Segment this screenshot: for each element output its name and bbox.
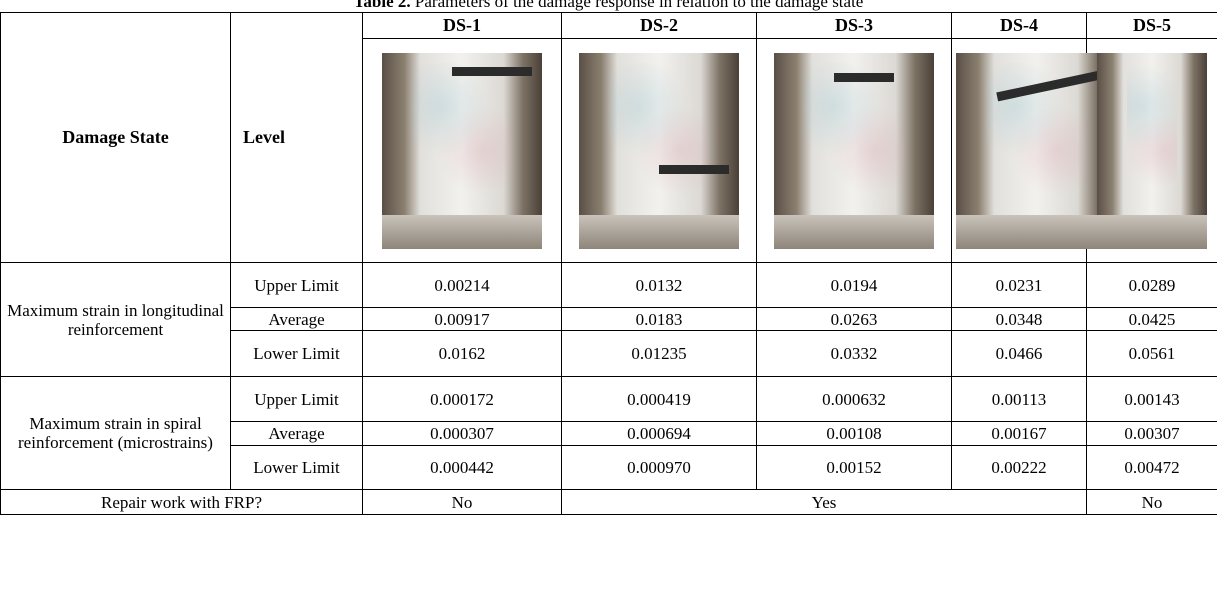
photo-cell (1086, 38, 1217, 263)
value-cell: 0.0289 (1086, 262, 1217, 308)
value-cell: 0.00214 (362, 262, 562, 308)
level-cell: Upper Limit (230, 262, 363, 308)
photo (1097, 52, 1207, 249)
header-cell: DS-5 (1086, 12, 1217, 39)
value-cell: 0.000172 (362, 376, 562, 422)
photo-row (1, 38, 1217, 263)
header-cell: Damage State (0, 12, 231, 263)
value-cell: 0.00108 (756, 421, 952, 446)
value-cell: 0.0183 (561, 307, 757, 331)
value-cell: 0.000419 (561, 376, 757, 422)
group-cell: Maximum strain in spiral reinforcement (… (0, 376, 231, 490)
group-cell: Maximum strain in longitudinal reinforce… (0, 262, 231, 377)
value-cell: 0.00917 (362, 307, 562, 331)
value-cell: 0.00472 (1086, 445, 1217, 490)
value-cell: 0.0425 (1086, 307, 1217, 331)
table-row: Average 0.00917 0.0183 0.0263 0.0348 0.0425 (1, 307, 1217, 331)
value-cell: 0.00143 (1086, 376, 1217, 422)
photo (579, 52, 739, 249)
value-cell: 0.0332 (756, 330, 952, 377)
caption-label: Table 2. (353, 0, 411, 11)
table-row: Lower Limit 0.000442 0.000970 0.00152 0.0022… (1, 445, 1217, 490)
repair-row: Repair work with FRP? No Yes No (0, 489, 1217, 515)
header-cell: Level (230, 12, 363, 263)
repair-value: Yes (561, 489, 1087, 515)
table: Damage State Level DS-1 DS-2 DS-3 DS-4 D… (0, 12, 1217, 515)
value-cell: 0.0466 (951, 330, 1087, 377)
value-cell: 0.00222 (951, 445, 1087, 490)
header-cell: DS-3 (756, 12, 952, 39)
level-cell: Average (230, 421, 363, 446)
caption-text: Parameters of the damage response in rel… (410, 0, 864, 11)
value-cell: 0.00113 (951, 376, 1087, 422)
value-cell: 0.000970 (561, 445, 757, 490)
value-cell: 0.00307 (1086, 421, 1217, 446)
value-cell: 0.00152 (756, 445, 952, 490)
photo (382, 52, 542, 249)
value-cell: 0.000632 (756, 376, 952, 422)
repair-value: No (362, 489, 562, 515)
value-cell: 0.01235 (561, 330, 757, 377)
caption: Table 2. Parameters of the damage respon… (0, 0, 1217, 12)
value-cell: 0.000694 (561, 421, 757, 446)
level-cell: Upper Limit (230, 376, 363, 422)
value-cell: 0.000442 (362, 445, 562, 490)
photo (956, 52, 1116, 249)
value-cell: 0.0231 (951, 262, 1087, 308)
repair-label: Repair work with FRP? (0, 489, 363, 515)
header-row: Damage State Level DS-1 DS-2 DS-3 DS-4 D… (0, 12, 1217, 263)
photo-cell (561, 38, 757, 263)
table-row: Maximum strain in spiral reinforcement (… (0, 376, 1217, 490)
level-cell: Lower Limit (230, 445, 363, 490)
photo (774, 52, 934, 249)
value-cell: 0.0263 (756, 307, 952, 331)
repair-value: No (1086, 489, 1217, 515)
table-row: Average 0.000307 0.000694 0.00108 0.00167 0.0… (1, 421, 1217, 446)
value-cell: 0.000307 (362, 421, 562, 446)
header-cell: DS-4 (951, 12, 1087, 39)
value-cell: 0.00167 (951, 421, 1087, 446)
level-cell: Lower Limit (230, 330, 363, 377)
header-cell: DS-1 (362, 12, 562, 39)
photo-cell (951, 38, 1116, 263)
photo-cell (756, 38, 952, 263)
photo-cell (362, 38, 562, 263)
value-cell: 0.0162 (362, 330, 562, 377)
level-cell: Average (230, 307, 363, 331)
table-body: Maximum strain in longitudinal reinforce… (0, 262, 1217, 515)
value-cell: 0.0194 (756, 262, 952, 308)
table-row: Maximum strain in longitudinal reinforce… (0, 262, 1217, 377)
value-cell: 0.0348 (951, 307, 1087, 331)
value-cell: 0.0561 (1086, 330, 1217, 377)
header-cell: DS-2 (561, 12, 757, 39)
value-cell: 0.0132 (561, 262, 757, 308)
